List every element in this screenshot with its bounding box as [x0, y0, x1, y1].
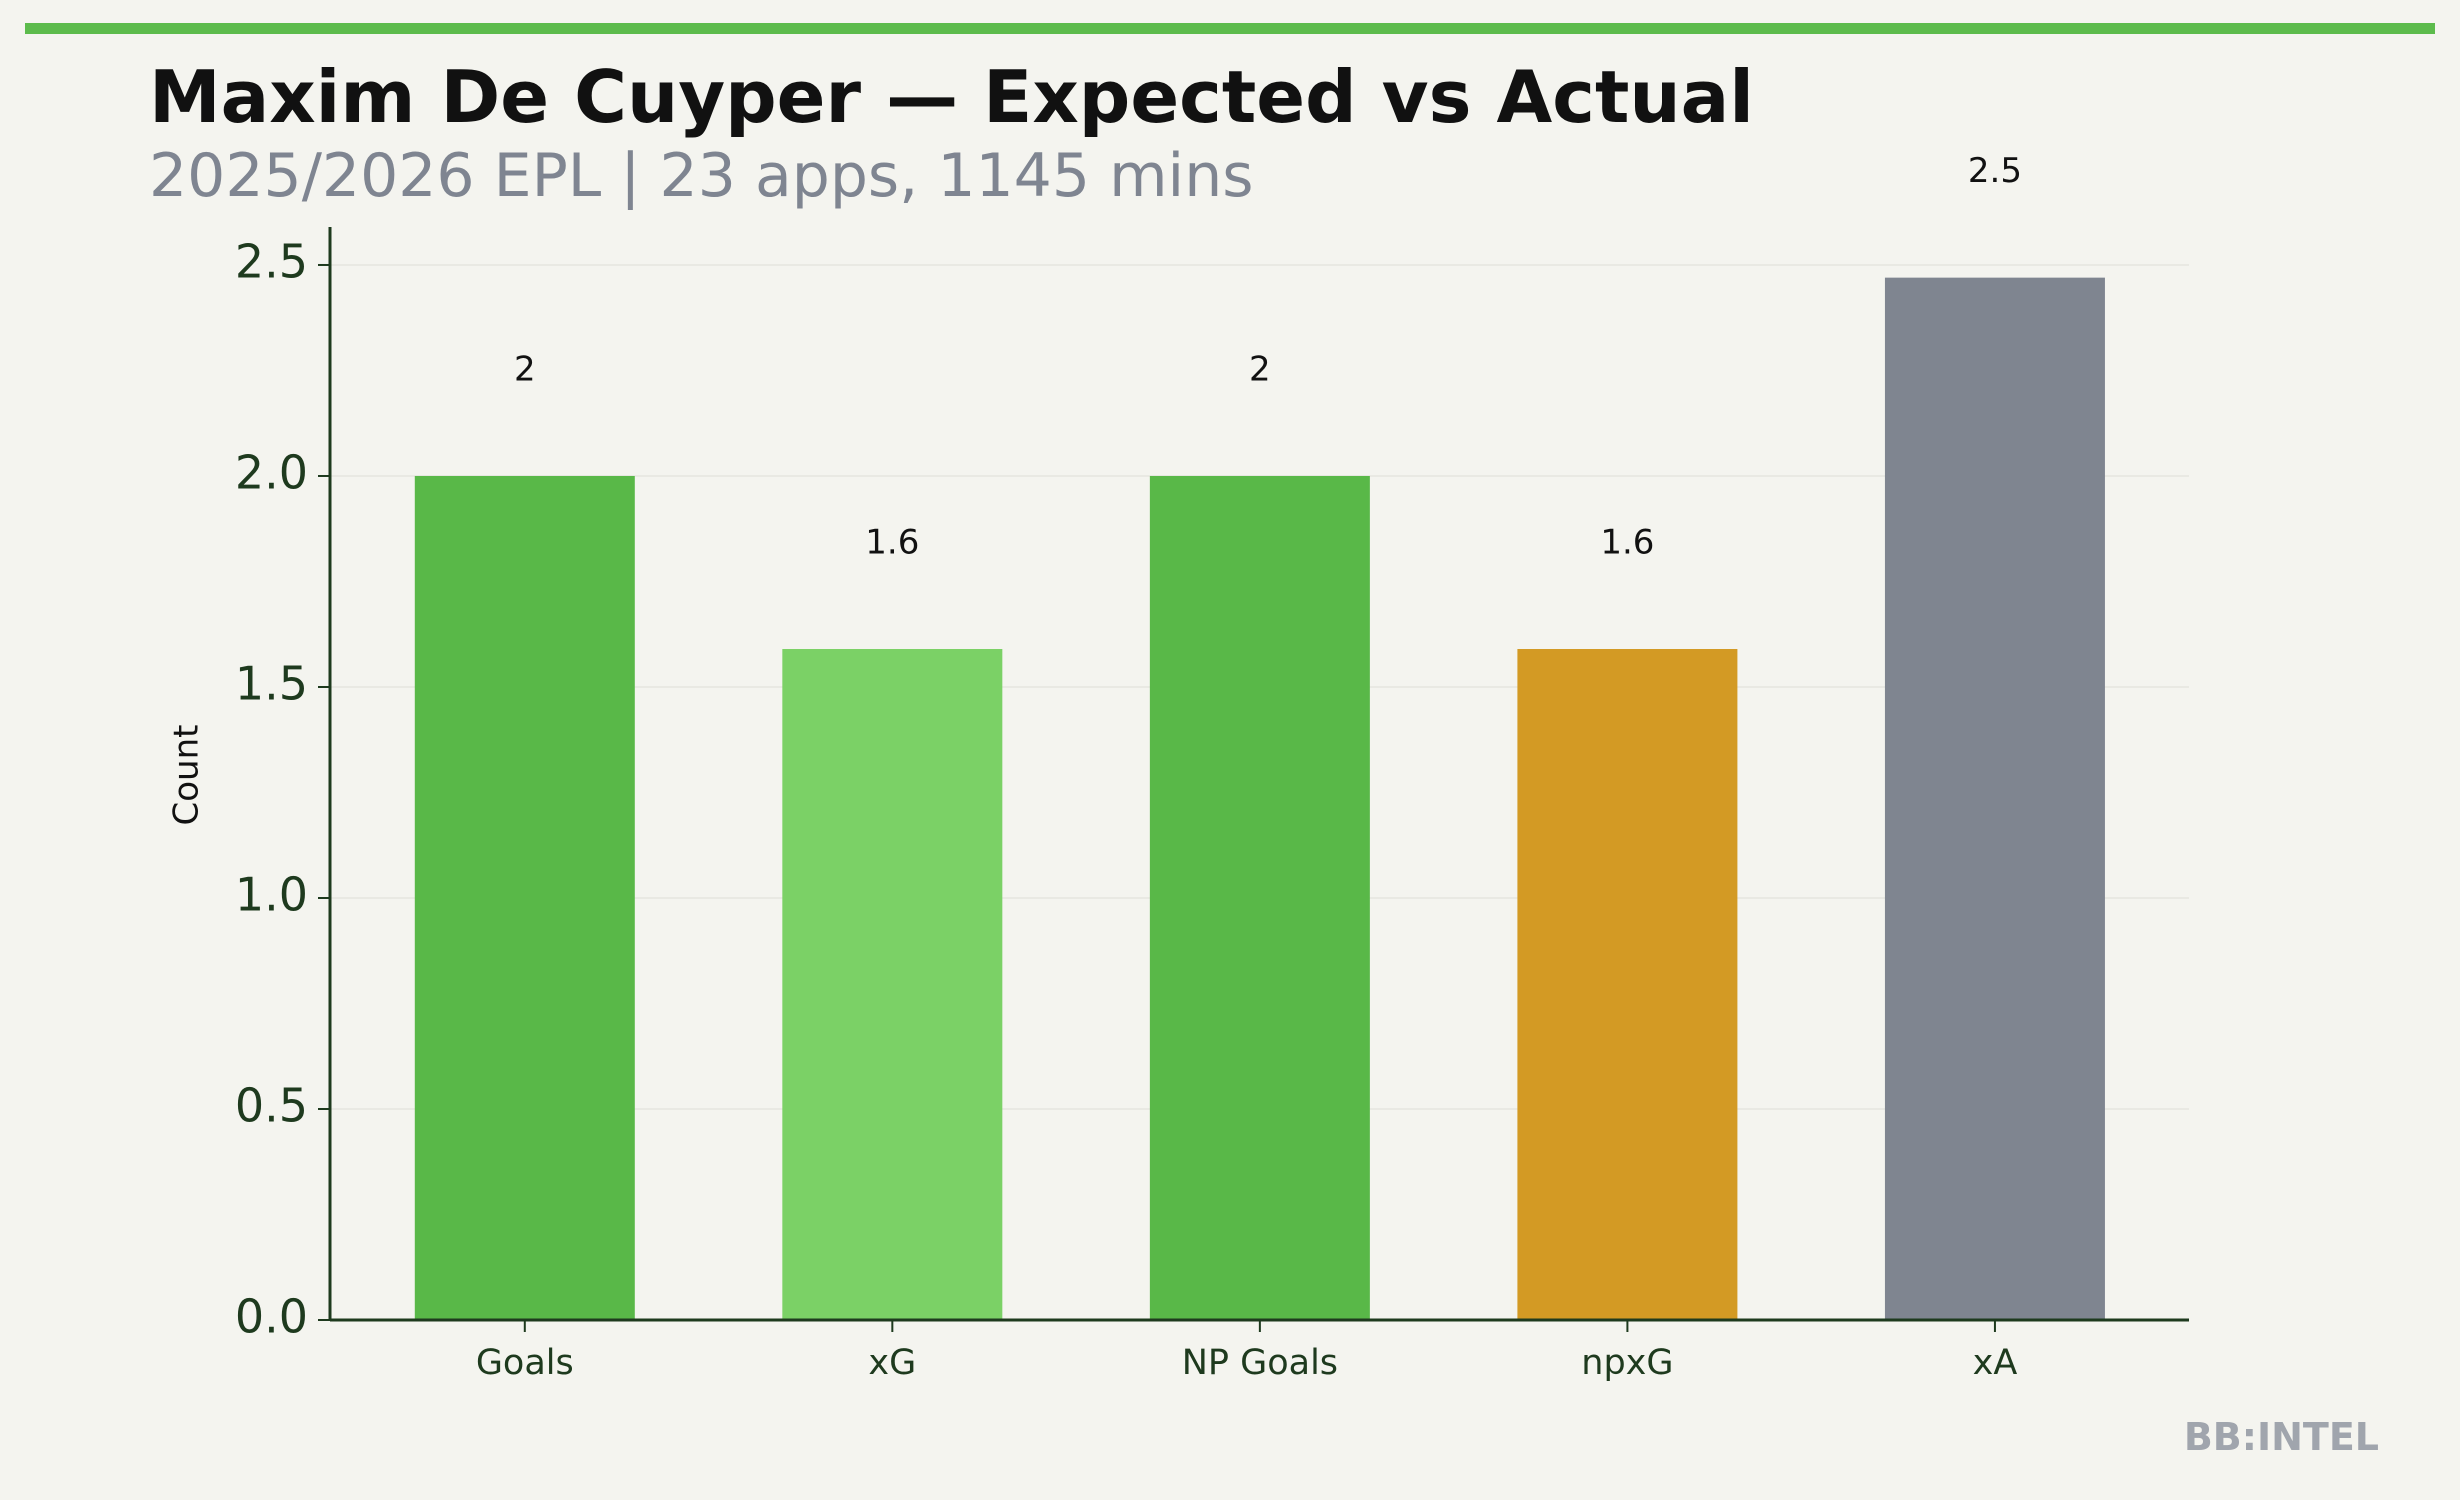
chart-subtitle: 2025/2026 EPL | 23 apps, 1145 mins — [149, 141, 1254, 211]
bar — [1517, 649, 1738, 1320]
value-label: 2 — [1249, 349, 1271, 389]
y-tick-label: 1.0 — [235, 867, 308, 921]
y-tick-label: 1.5 — [235, 656, 308, 710]
bar — [1149, 475, 1370, 1320]
x-tick-label: xG — [868, 1343, 916, 1383]
y-tick-label: 0.0 — [235, 1290, 308, 1344]
value-label: 2 — [514, 349, 536, 389]
x-tick-label: NP Goals — [1182, 1343, 1338, 1383]
y-tick-label: 2.5 — [235, 234, 308, 288]
top-accent — [25, 23, 2435, 34]
value-label: 1.6 — [865, 523, 919, 563]
x-tick-label: xA — [1973, 1343, 2018, 1383]
bar — [1884, 277, 2105, 1321]
value-label: 2.5 — [1968, 151, 2022, 191]
x-tick-label: npxG — [1581, 1343, 1673, 1383]
chart-title: Maxim De Cuyper — Expected vs Actual — [149, 55, 1754, 139]
watermark: BB:INTEL — [2184, 1415, 2379, 1459]
bar — [782, 649, 1003, 1320]
value-label: 1.6 — [1600, 523, 1654, 563]
bar — [414, 475, 635, 1320]
y-tick-label: 0.5 — [235, 1078, 308, 1132]
y-axis-label: Count — [167, 725, 207, 826]
x-tick-label: Goals — [476, 1343, 574, 1383]
y-tick-label: 2.0 — [235, 445, 308, 499]
